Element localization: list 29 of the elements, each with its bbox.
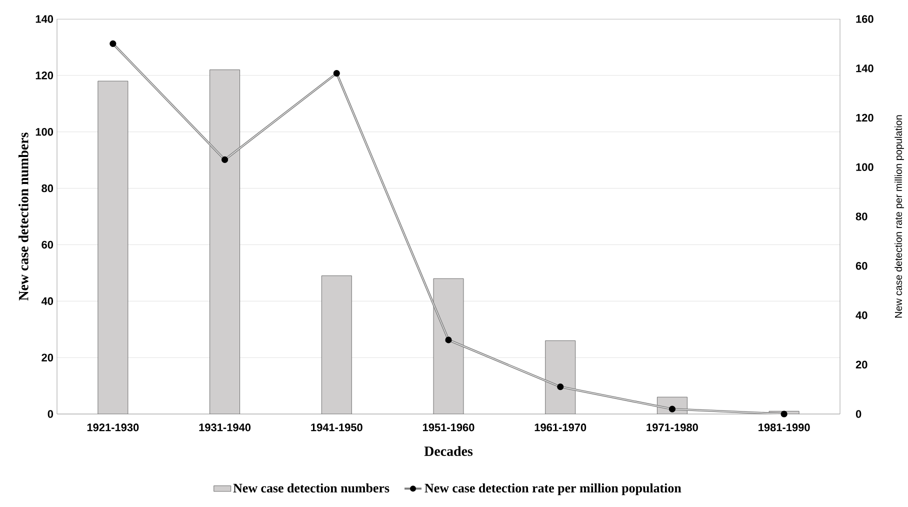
x-tick-label: 1931-1940 (199, 424, 251, 432)
y2-tick-label: 160 (856, 15, 874, 23)
x-tick-label: 1951-1960 (422, 424, 474, 432)
legend-label: New case detection numbers (233, 483, 390, 492)
x-tick-label: 1941-1950 (311, 424, 362, 432)
x-tick-label: 1921-1930 (87, 424, 139, 432)
x-axis-title: Decades (424, 446, 473, 456)
y-tick-label: 0 (48, 410, 54, 418)
y2-tick-label: 80 (856, 212, 868, 220)
x-tick-label: 1981-1990 (758, 424, 810, 432)
y-axis-title: New case detection numbers (18, 132, 28, 300)
y-tick-label: 80 (42, 184, 54, 192)
x-tick-label: 1961-1970 (534, 424, 586, 432)
y-tick-label: 40 (41, 297, 54, 306)
y-tick-label: 120 (36, 72, 54, 80)
y2-tick-label: 140 (856, 64, 874, 72)
y-tick-label: 140 (36, 15, 54, 23)
y2-tick-label: 100 (856, 163, 874, 172)
y2-tick-label: 40 (856, 311, 868, 320)
y2-tick-label: 60 (856, 262, 868, 270)
y-tick-label: 20 (42, 354, 54, 362)
y2-tick-label: 20 (856, 360, 868, 369)
y2-tick-label: 120 (856, 114, 874, 122)
y2-axis-title: New case detection rate per million population (894, 115, 904, 318)
legend-label: New case detection rate per million population (424, 483, 682, 496)
y-tick-label: 100 (36, 128, 54, 136)
y-tick-label: 60 (42, 240, 54, 249)
y2-tick-label: 0 (856, 410, 862, 418)
x-tick-label: 1971-1980 (646, 424, 698, 432)
